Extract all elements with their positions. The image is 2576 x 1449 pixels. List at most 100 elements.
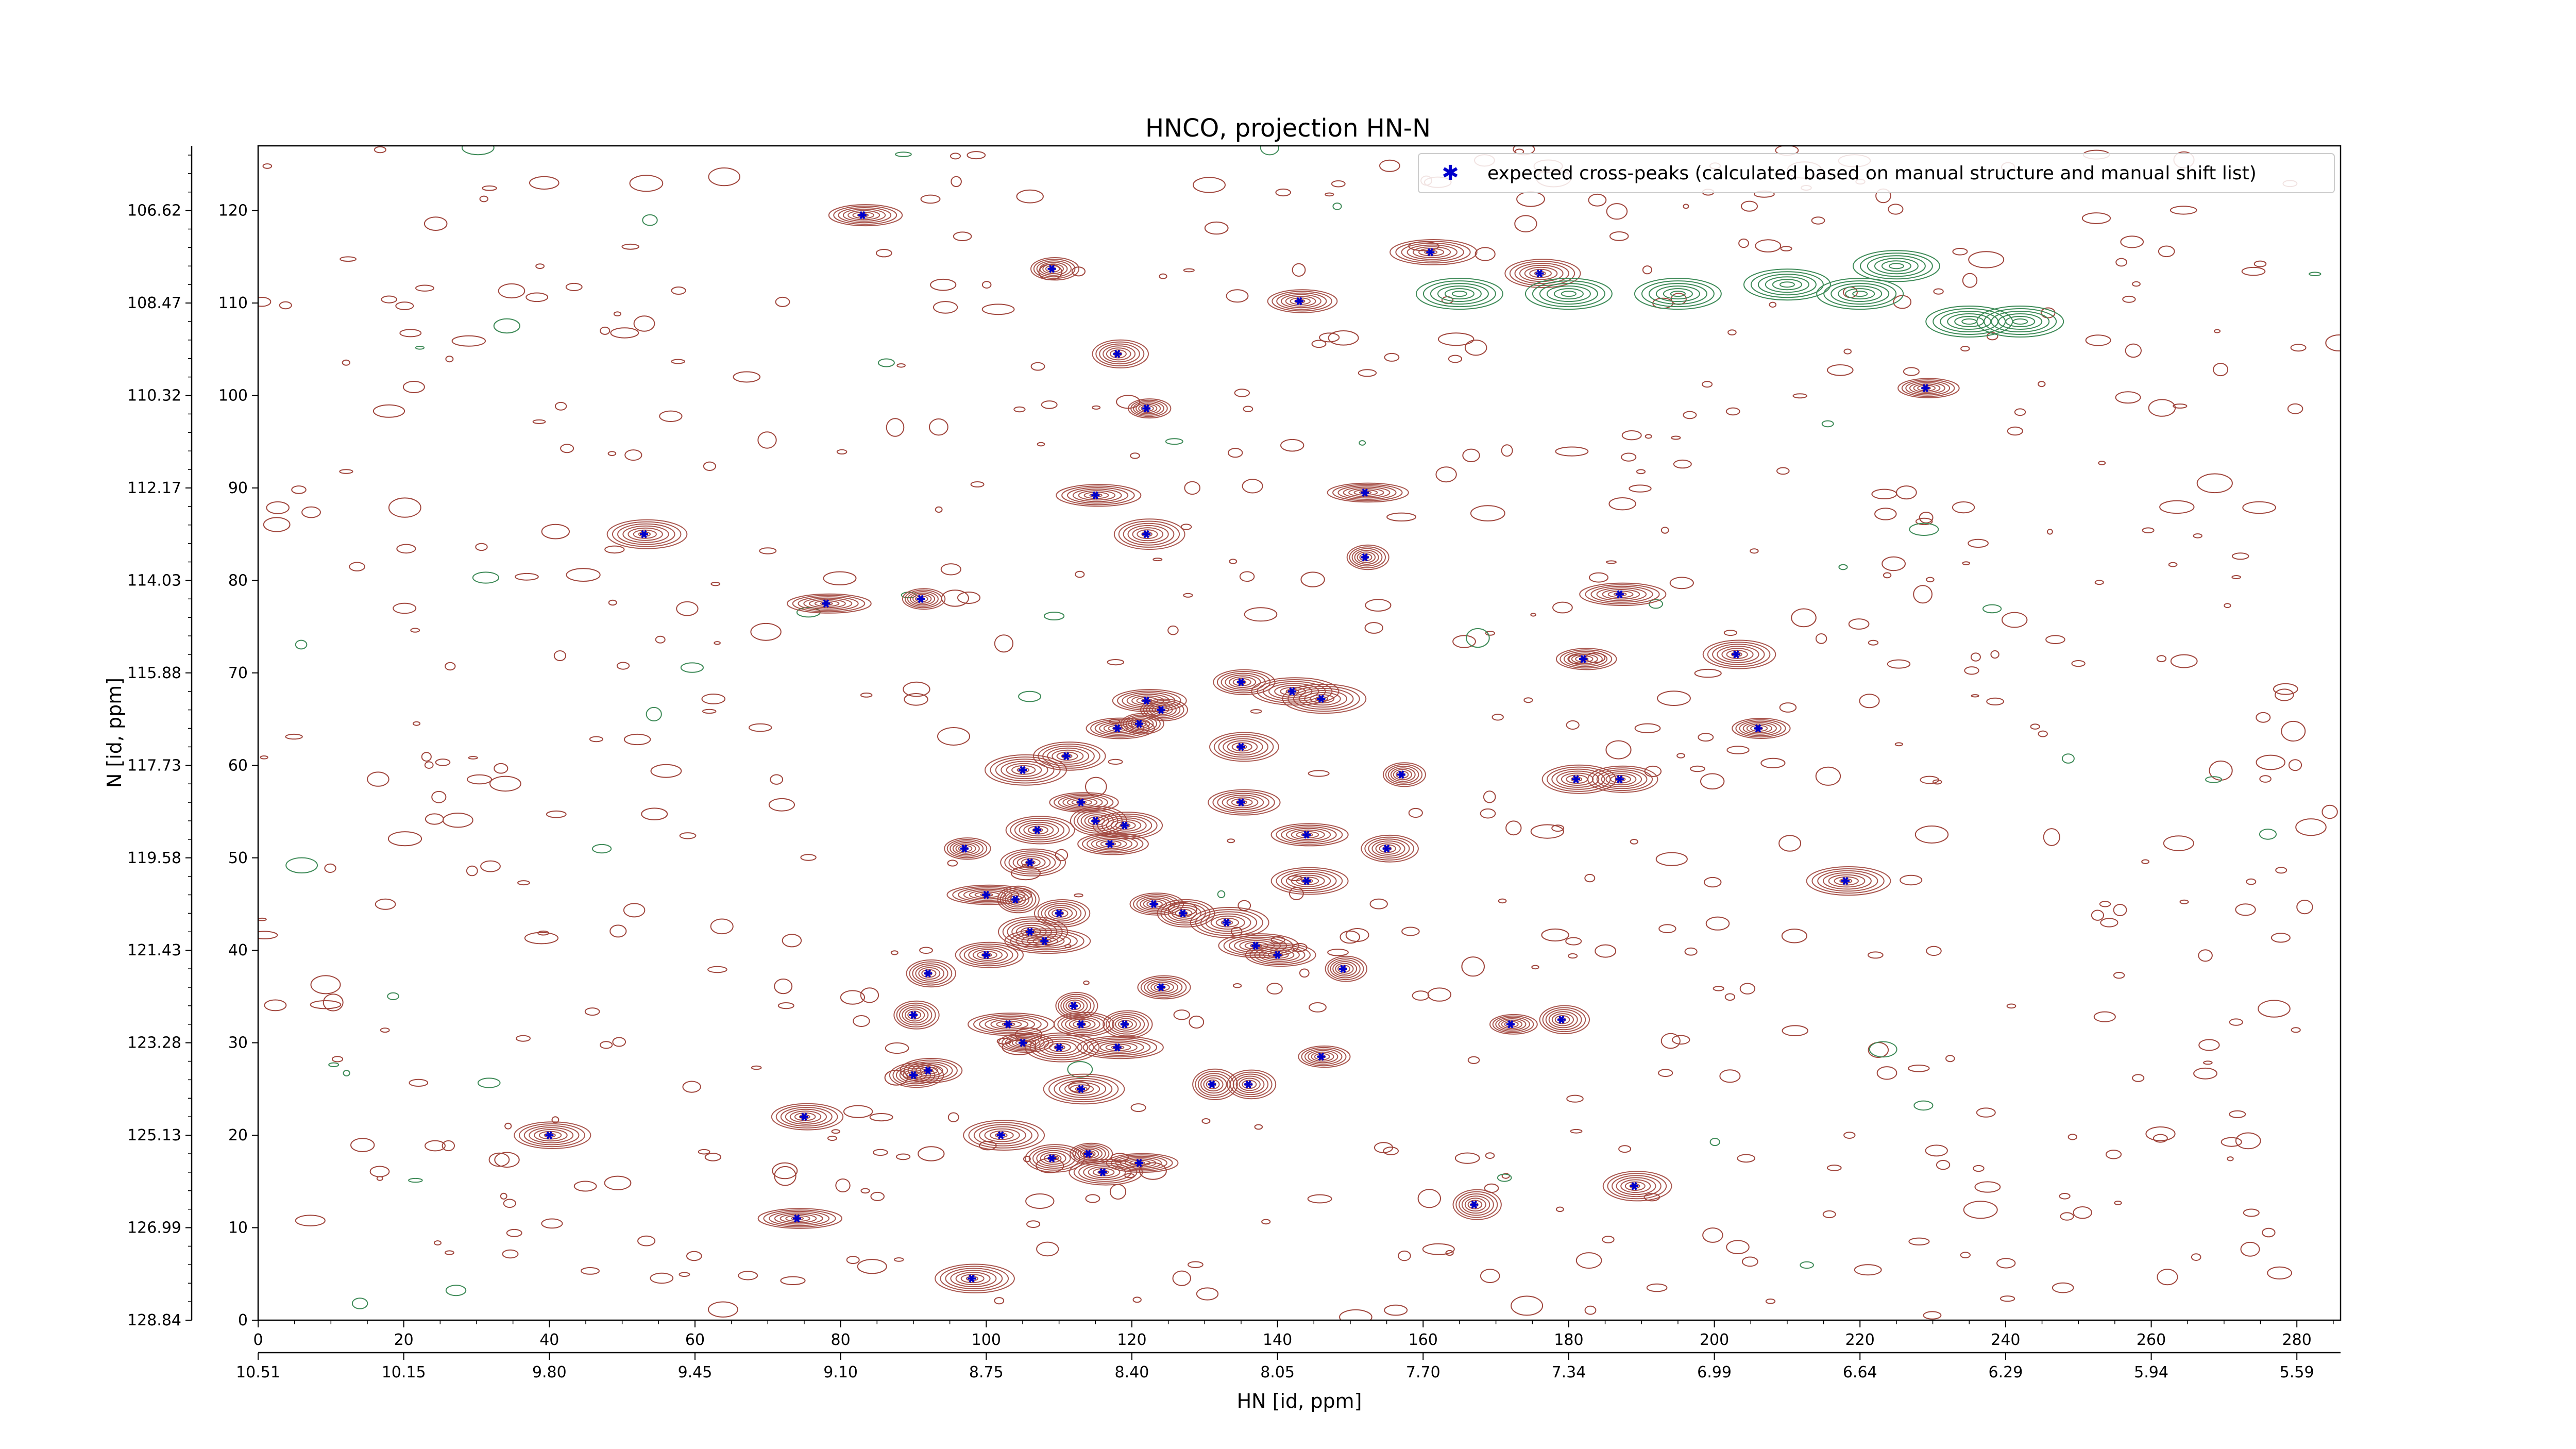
peak-contour: [1524, 266, 1558, 280]
peak-contour: [1254, 946, 1306, 964]
peak-contour: [1037, 901, 1086, 926]
noise-contour: [1075, 570, 1085, 578]
y-ppm-tick-label: 123.28: [127, 1034, 181, 1052]
peak-contour: [1067, 487, 1129, 504]
cross-peak-marker: [1011, 895, 1020, 904]
noise-contour: [1016, 189, 1044, 204]
noise-contour: [637, 1235, 656, 1246]
peak-contour: [1897, 378, 1960, 398]
noise-contour: [1566, 720, 1580, 730]
x-index-tick-label: 0: [253, 1331, 263, 1349]
cross-peak-marker: [1302, 877, 1311, 885]
peak-contour: [1044, 1040, 1077, 1054]
noise-contour: [1130, 1103, 1146, 1113]
noise-contour: [408, 1177, 423, 1183]
noise-contour: [494, 763, 509, 774]
x-ppm-tick-label: 8.40: [1115, 1363, 1149, 1381]
noise-contour: [1172, 1270, 1191, 1286]
x-index-tick-label: 80: [831, 1331, 851, 1349]
noise-contour: [950, 153, 961, 160]
peak-contour: [1291, 874, 1325, 887]
peak-contour: [519, 1123, 585, 1148]
noise-contour: [947, 1112, 959, 1122]
noise-contour: [1250, 709, 1262, 714]
noise-contour: [2000, 1295, 2015, 1302]
peak-contour: [1032, 1148, 1076, 1169]
peak-contour: [999, 887, 1037, 912]
peak-contour: [1025, 1144, 1085, 1173]
noise-contour: [468, 756, 478, 760]
peak-contour: [1337, 965, 1350, 973]
peak-contour: [1070, 1084, 1094, 1094]
noise-contour: [1822, 1210, 1836, 1219]
peak-contour: [909, 593, 936, 605]
peak-contour: [1811, 868, 1885, 894]
peak-contour: [1106, 347, 1131, 361]
peak-contour: [1828, 874, 1866, 888]
peak-contour: [1231, 742, 1252, 752]
y-ppm-tick-label: 125.13: [127, 1126, 181, 1144]
peak-contour: [1707, 642, 1771, 667]
noise-contour: [1331, 180, 1346, 188]
noise-contour: [1960, 346, 1970, 352]
noise-contour: [2153, 1134, 2168, 1143]
peak-contour: [1011, 765, 1036, 775]
plot-area: [258, 146, 2341, 1320]
noise-contour: [642, 214, 658, 226]
peak-contour: [1221, 672, 1266, 692]
noise-contour: [1261, 1219, 1271, 1225]
noise-contour: [1530, 613, 1536, 617]
peak-contour: [1036, 1150, 1071, 1167]
noise-contour: [843, 1105, 873, 1118]
cross-peak-marker: [822, 599, 831, 608]
noise-contour: [1618, 1145, 1632, 1153]
noise-contour: [1196, 1287, 1219, 1301]
peak-contour: [979, 1126, 1026, 1144]
peak-contour: [1591, 767, 1653, 791]
noise-contour: [2275, 867, 2287, 874]
noise-contour: [981, 281, 992, 289]
noise-contour: [541, 1218, 563, 1229]
noise-contour: [2253, 260, 2267, 267]
peak-contour: [1008, 852, 1056, 873]
peak-contour: [1548, 1011, 1578, 1029]
noise-contour: [2098, 461, 2106, 465]
cross-peak-marker: [1222, 918, 1231, 927]
peak-contour: [1270, 823, 1349, 847]
cross-peak-marker: [1397, 770, 1405, 779]
peak-contour: [1077, 1036, 1164, 1059]
noise-contour: [2321, 804, 2338, 819]
noise-contour: [1925, 1144, 1948, 1157]
noise-contour: [2014, 408, 2026, 416]
noise-contour: [671, 287, 686, 295]
peak-contour: [1106, 817, 1147, 834]
peak-contour: [1296, 877, 1319, 885]
peak-contour: [946, 839, 988, 858]
y-ppm-tick-label: 128.84: [127, 1311, 181, 1329]
noise-contour: [1963, 1201, 1998, 1219]
noise-contour: [1792, 393, 1807, 399]
noise-contour: [1726, 1240, 1750, 1254]
noise-contour: [621, 243, 639, 250]
noise-contour: [1669, 577, 1694, 589]
noise-contour: [565, 282, 583, 291]
y-index-tick-label: 110: [218, 294, 248, 312]
y-index-tick-label: 50: [228, 849, 248, 867]
x-axis-ppm: 10.51 10.15 9.80 9.45 9.10 8.75 8.40 8.05 7.70 7.…: [236, 1352, 2341, 1381]
noise-contour: [1193, 177, 1226, 193]
noise-contour: [2115, 258, 2128, 267]
noise-contour: [1384, 352, 1400, 362]
peak-contour: [1043, 1154, 1062, 1163]
peak-contour: [1195, 909, 1263, 936]
noise-contour: [680, 662, 704, 673]
peak-contour: [787, 593, 872, 614]
noise-contour: [703, 461, 717, 471]
peak-contour: [1276, 869, 1343, 893]
noise-contour: [1055, 849, 1069, 862]
noise-contour: [2081, 212, 2111, 224]
noise-contour: [775, 296, 790, 307]
noise-contour: [1724, 993, 1736, 1001]
noise-contour: [1737, 1154, 1756, 1163]
peak-contour: [902, 1006, 929, 1024]
noise-contour: [612, 1037, 626, 1047]
